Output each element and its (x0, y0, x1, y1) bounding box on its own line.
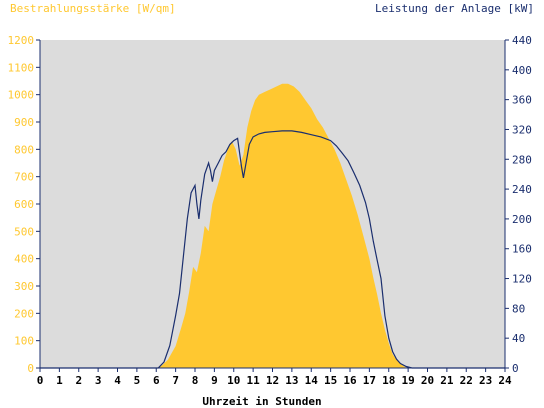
left-tick-label: 1200 (8, 34, 35, 47)
x-tick-label: 5 (134, 374, 141, 387)
right-tick-label: 120 (512, 273, 532, 286)
x-tick-label: 9 (211, 374, 218, 387)
right-tick-label: 40 (512, 332, 525, 345)
x-tick-label: 3 (95, 374, 102, 387)
x-tick-label: 21 (440, 374, 454, 387)
x-tick-label: 8 (192, 374, 199, 387)
x-tick-label: 23 (479, 374, 492, 387)
right-tick-label: 200 (512, 213, 532, 226)
x-tick-label: 11 (247, 374, 261, 387)
right-tick-label: 160 (512, 243, 532, 256)
x-tick-label: 16 (343, 374, 357, 387)
right-tick-label: 360 (512, 94, 532, 107)
left-tick-label: 600 (14, 198, 34, 211)
right-tick-label: 400 (512, 64, 532, 77)
left-axis-title: Bestrahlungsstärke [W/qm] (10, 2, 176, 15)
x-tick-label: 12 (266, 374, 279, 387)
irradiance-area (40, 83, 505, 368)
left-tick-label: 900 (14, 116, 34, 129)
axes-layer: 0 1 2 3 4 5 6 7 8 9 10 11 12 13 14 15 16 17 18 19 20 21 22 23 24… (8, 34, 532, 387)
x-tick-label: 15 (324, 374, 337, 387)
x-tick-label: 22 (460, 374, 473, 387)
x-tick-label: 2 (75, 374, 82, 387)
left-tick-label: 300 (14, 280, 34, 293)
right-tick-label: 440 (512, 34, 532, 47)
right-tick-label: 320 (512, 123, 532, 136)
x-tick-label: 10 (227, 374, 240, 387)
right-tick-label: 240 (512, 183, 532, 196)
left-tick-label: 200 (14, 307, 34, 320)
x-tick-label: 14 (305, 374, 319, 387)
left-tick-label: 500 (14, 225, 34, 238)
x-tick-label: 20 (421, 374, 434, 387)
x-tick-label: 24 (498, 374, 512, 387)
x-tick-label: 6 (153, 374, 160, 387)
left-tick-label: 0 (27, 362, 34, 375)
x-tick-label: 17 (363, 374, 376, 387)
left-tick-label: 700 (14, 171, 34, 184)
x-tick-label: 4 (114, 374, 121, 387)
right-tick-label: 0 (512, 362, 519, 375)
x-tick-label: 18 (382, 374, 395, 387)
right-tick-label: 80 (512, 302, 525, 315)
left-tick-label: 400 (14, 253, 34, 266)
right-axis-title: Leistung der Anlage [kW] (375, 2, 534, 15)
left-tick-label: 100 (14, 335, 34, 348)
left-tick-label: 1000 (8, 89, 35, 102)
right-tick-label: 280 (512, 153, 532, 166)
x-tick-label: 19 (402, 374, 415, 387)
x-tick-label: 13 (285, 374, 298, 387)
left-tick-label: 800 (14, 143, 34, 156)
left-tick-label: 1100 (8, 61, 35, 74)
x-axis-label: Uhrzeit in Stunden (202, 395, 321, 408)
series-layer (40, 83, 505, 369)
x-tick-label: 0 (37, 374, 44, 387)
power-line (40, 130, 505, 369)
x-tick-label: 7 (172, 374, 179, 387)
x-tick-label: 1 (56, 374, 63, 387)
